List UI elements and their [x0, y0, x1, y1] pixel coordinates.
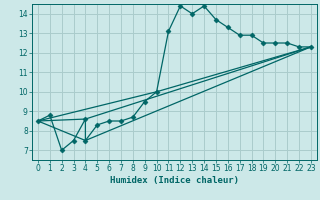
X-axis label: Humidex (Indice chaleur): Humidex (Indice chaleur) [110, 176, 239, 185]
